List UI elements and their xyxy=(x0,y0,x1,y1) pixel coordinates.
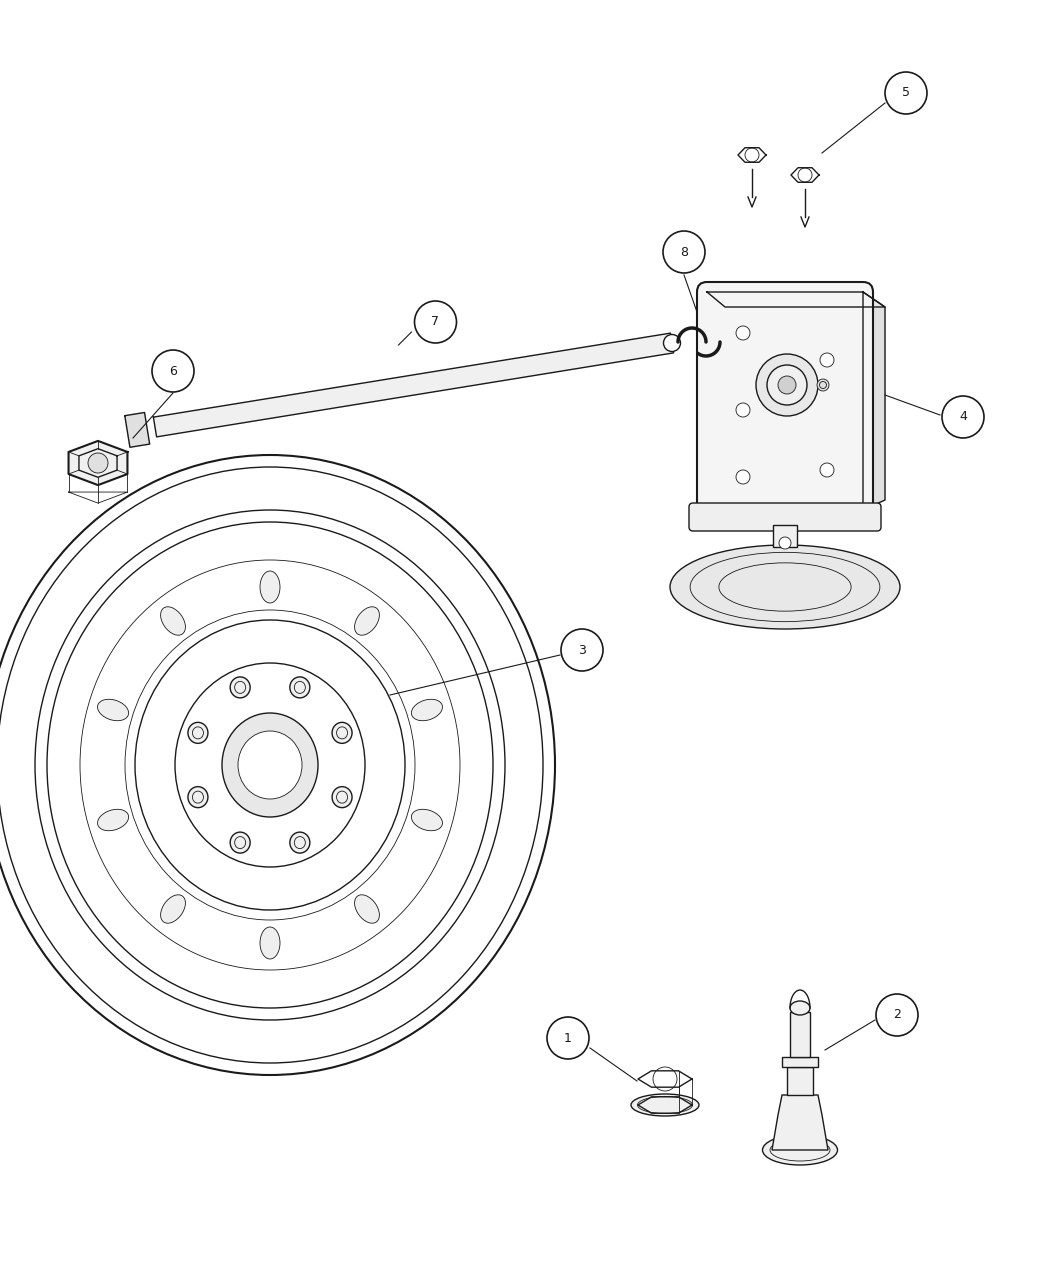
Ellipse shape xyxy=(222,713,318,817)
Ellipse shape xyxy=(188,723,208,743)
Circle shape xyxy=(820,463,834,477)
Ellipse shape xyxy=(762,1135,838,1165)
Ellipse shape xyxy=(238,731,302,799)
Polygon shape xyxy=(68,441,127,484)
Circle shape xyxy=(942,397,984,439)
Circle shape xyxy=(663,231,705,273)
Ellipse shape xyxy=(161,895,186,923)
Circle shape xyxy=(561,629,603,671)
Ellipse shape xyxy=(230,677,250,697)
Circle shape xyxy=(779,537,791,550)
FancyBboxPatch shape xyxy=(790,1012,810,1057)
Circle shape xyxy=(152,351,194,391)
Ellipse shape xyxy=(670,544,900,629)
Ellipse shape xyxy=(98,699,128,720)
Ellipse shape xyxy=(355,895,379,923)
Ellipse shape xyxy=(817,379,830,391)
Circle shape xyxy=(736,326,750,340)
Polygon shape xyxy=(863,292,885,510)
Circle shape xyxy=(88,453,108,473)
Text: 2: 2 xyxy=(894,1009,901,1021)
Circle shape xyxy=(885,71,927,113)
Ellipse shape xyxy=(230,833,250,853)
Ellipse shape xyxy=(332,723,352,743)
Text: 1: 1 xyxy=(564,1031,572,1044)
Circle shape xyxy=(876,994,918,1037)
Ellipse shape xyxy=(830,575,852,589)
FancyBboxPatch shape xyxy=(788,1067,813,1095)
Ellipse shape xyxy=(690,575,712,589)
Polygon shape xyxy=(125,413,150,448)
FancyBboxPatch shape xyxy=(697,282,873,520)
Ellipse shape xyxy=(718,575,740,589)
Text: 6: 6 xyxy=(169,365,177,377)
Ellipse shape xyxy=(260,927,280,959)
Circle shape xyxy=(415,301,457,343)
Ellipse shape xyxy=(756,354,818,416)
Ellipse shape xyxy=(412,810,442,831)
FancyBboxPatch shape xyxy=(689,504,881,530)
Ellipse shape xyxy=(778,376,796,394)
Text: 7: 7 xyxy=(432,315,440,329)
Ellipse shape xyxy=(858,575,880,589)
Ellipse shape xyxy=(260,571,280,603)
Circle shape xyxy=(547,1017,589,1060)
Polygon shape xyxy=(772,1095,828,1150)
Ellipse shape xyxy=(290,833,310,853)
Text: 3: 3 xyxy=(579,644,586,657)
Ellipse shape xyxy=(161,607,186,635)
Text: 8: 8 xyxy=(680,246,688,259)
Polygon shape xyxy=(153,333,674,437)
FancyBboxPatch shape xyxy=(782,1057,818,1067)
Ellipse shape xyxy=(332,787,352,807)
Ellipse shape xyxy=(355,607,379,635)
Ellipse shape xyxy=(766,365,807,405)
Text: 4: 4 xyxy=(959,411,967,423)
Text: 5: 5 xyxy=(902,87,910,99)
FancyBboxPatch shape xyxy=(773,525,797,547)
Circle shape xyxy=(664,334,680,352)
Circle shape xyxy=(820,353,834,367)
Ellipse shape xyxy=(290,677,310,697)
Circle shape xyxy=(736,403,750,417)
Circle shape xyxy=(736,470,750,484)
Ellipse shape xyxy=(790,1001,810,1015)
Ellipse shape xyxy=(98,810,128,831)
Ellipse shape xyxy=(412,699,442,720)
Ellipse shape xyxy=(631,1094,699,1116)
Polygon shape xyxy=(707,292,885,307)
Ellipse shape xyxy=(188,787,208,807)
